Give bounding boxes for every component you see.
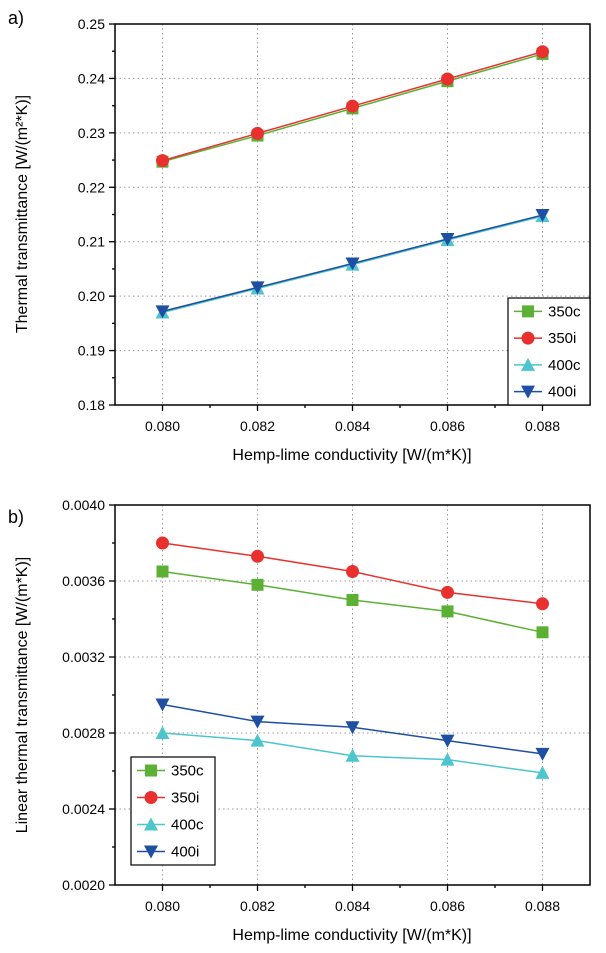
panel-b-y-tick-label: 0.0032 xyxy=(62,649,105,665)
panel-a-y-tick-label: 0.21 xyxy=(78,234,105,250)
panel-a-data-point-350i xyxy=(156,154,169,168)
panel-b-data-point-400c xyxy=(535,765,550,779)
panel-b: b) 0.080 0.082 0.084 0.086 0.088 0.0020 0.0024… xyxy=(8,497,591,944)
panel-b-plot-frame xyxy=(114,504,591,886)
panel-a-label: a) xyxy=(8,8,24,28)
panel-b-legend-label-400c: 400c xyxy=(171,817,204,834)
panel-a-x-tick-label: 0.080 xyxy=(145,418,180,434)
panel-a-legend: 350c 350i 400c 400i xyxy=(507,297,591,406)
panel-b-data-point-350i xyxy=(536,597,549,611)
panel-b-legend-label-350i: 350i xyxy=(171,790,199,807)
panel-a-x-tick-label: 0.086 xyxy=(430,418,465,434)
panel-a-y-tick-label: 0.18 xyxy=(78,397,105,413)
panel-a-legend-label-350i: 350i xyxy=(548,330,576,347)
panel-a-y-tick-label: 0.23 xyxy=(78,125,105,141)
panel-b-data-point-350i xyxy=(441,585,454,599)
panel-b-data-point-350c xyxy=(251,578,264,591)
panel-b-x-axis-title: Hemp-lime conductivity [W/(m*K)] xyxy=(232,927,471,944)
panel-a-plot-frame xyxy=(114,23,591,406)
panel-b-data-point-400i xyxy=(440,734,455,748)
panel-a-x-tick-label: 0.088 xyxy=(525,418,560,434)
panel-a-y-tick-label: 0.20 xyxy=(78,288,105,304)
panel-a-data-point-350i xyxy=(346,99,359,113)
panel-b-label: b) xyxy=(8,507,24,527)
panel-a-data-point-350i xyxy=(251,126,264,140)
panel-b-y-axis-title: Linear thermal transmittance [W/(m*K)] xyxy=(14,557,31,834)
panel-b-y-tick-label: 0.0028 xyxy=(62,725,105,741)
panel-b-legend-marker-350c xyxy=(145,764,157,777)
panel-b-data-point-350c xyxy=(441,605,454,618)
panel-b-data-point-400i xyxy=(250,715,265,729)
panel-a-data-point-400i xyxy=(155,305,170,319)
panel-b-x-tick-label: 0.082 xyxy=(240,898,275,914)
panel-b-y-tick-label: 0.0040 xyxy=(62,497,105,513)
panel-b-data-point-350i xyxy=(346,565,359,578)
panel-a-data-point-350i xyxy=(536,45,549,59)
panel-b-data-point-400i xyxy=(155,698,170,712)
panel-a-y-tick-label: 0.22 xyxy=(78,179,105,195)
panel-b-x-tick-label: 0.084 xyxy=(335,898,370,914)
panel-b-data-point-400c xyxy=(345,748,360,762)
panel-b-x-tick-label: 0.086 xyxy=(430,898,465,914)
panel-b-y-tick-label: 0.0036 xyxy=(62,573,105,589)
panel-a-legend-marker-400i xyxy=(521,385,535,399)
panel-b-legend-marker-400i xyxy=(144,845,158,859)
panel-b-data-point-350c xyxy=(346,594,359,606)
panel-a-data-point-400i xyxy=(440,232,455,246)
panel-b-legend-label-350c: 350c xyxy=(171,763,204,780)
panel-a-legend-label-400c: 400c xyxy=(548,357,581,374)
panel-a-x-tick-label: 0.084 xyxy=(335,418,370,434)
panel-a-x-tick-label: 0.082 xyxy=(240,418,275,434)
panel-a-y-tick-label: 0.24 xyxy=(78,70,105,86)
panel-b-data-point-400i xyxy=(535,747,550,761)
panel-a-legend-box xyxy=(507,297,591,406)
panel-a-legend-label-350c: 350c xyxy=(548,303,581,320)
panel-b-legend-marker-400c xyxy=(144,817,158,831)
panel-a-y-tick-label: 0.25 xyxy=(78,16,105,32)
panel-a-legend-marker-350i xyxy=(521,331,535,345)
panel-b-data-point-350i xyxy=(156,536,169,550)
panel-b-data-point-350c xyxy=(156,565,169,578)
panel-a-x-axis-title: Hemp-lime conductivity [W/(m*K)] xyxy=(232,447,471,464)
panel-b-legend: 350c 350i 400c 400i xyxy=(130,756,216,866)
panel-b-data-point-350c xyxy=(536,626,549,639)
panel-a-legend-marker-400c xyxy=(521,357,535,371)
panel-b-data-point-400i xyxy=(345,721,360,735)
panel-a-legend-marker-350c xyxy=(522,305,534,318)
panel-a-data-point-400i xyxy=(250,281,265,295)
panel-b-data-point-350i xyxy=(251,549,264,563)
panel-a-data-point-400i xyxy=(535,209,550,223)
panel-b-x-tick-label: 0.088 xyxy=(525,898,560,914)
panel-a-data-point-400i xyxy=(345,257,360,271)
panel-b-data-point-400c xyxy=(155,726,170,739)
panel-b-legend-label-400i: 400i xyxy=(171,844,199,861)
panel-b-data-point-400c xyxy=(440,752,455,766)
panel-a-y-axis-title: Thermal transmittance [W/(m²*K)] xyxy=(14,95,31,333)
panel-a-data-point-350i xyxy=(441,72,454,86)
panel-b-y-tick-label: 0.0024 xyxy=(62,801,105,817)
panel-a-legend-label-400i: 400i xyxy=(548,384,576,401)
panel-a-y-tick-label: 0.19 xyxy=(78,343,105,359)
panel-b-data-point-400c xyxy=(250,733,265,747)
panel-a: a) 0.080 0.082 0.084 0.086 0.088 0.18 0.19 0.20… xyxy=(8,8,591,464)
panel-b-y-tick-label: 0.0020 xyxy=(62,877,105,893)
panel-b-x-tick-label: 0.080 xyxy=(145,898,180,914)
panel-b-legend-marker-350i xyxy=(144,791,158,804)
